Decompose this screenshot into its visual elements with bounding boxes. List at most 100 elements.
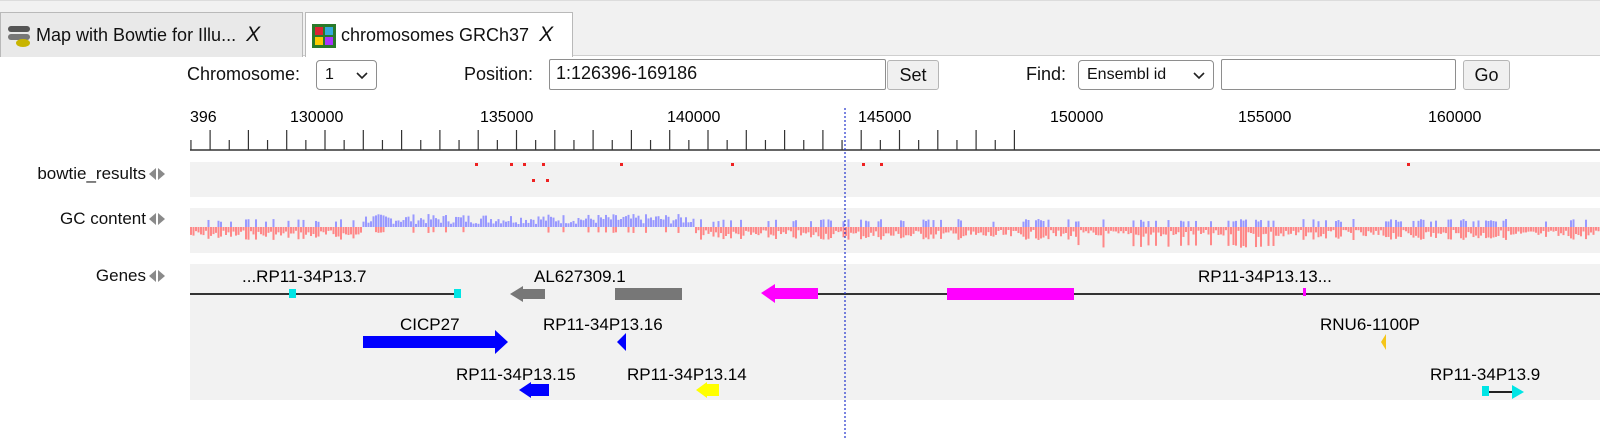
genome-browser-view[interactable]: 396 130000 135000 140000 145000 150000 1…	[190, 100, 1600, 440]
track-label-bowtie[interactable]: bowtie_results	[0, 162, 165, 186]
gc-bar	[1340, 221, 1342, 227]
gc-bar	[727, 227, 730, 234]
bowtie-hits	[475, 163, 1410, 182]
gc-bar	[790, 227, 792, 232]
gc-bar	[1260, 220, 1262, 227]
gc-bar	[850, 227, 852, 233]
gene-label[interactable]: RP11-34P13.13...	[1198, 267, 1332, 286]
gc-bar	[1557, 227, 1560, 236]
gc-bar	[1485, 220, 1487, 227]
gene-label[interactable]: ...RP11-34P13.7	[242, 267, 366, 286]
gc-bar	[477, 223, 480, 227]
gc-bar	[432, 227, 435, 233]
position-input[interactable]: 1:126396-169186	[549, 59, 886, 90]
gc-bar	[562, 215, 565, 227]
gc-bar	[785, 227, 787, 234]
gc-bar	[1155, 227, 1157, 246]
ruler-tick-label: 160000	[1428, 109, 1481, 126]
gc-bar	[1035, 220, 1037, 227]
gc-bar	[265, 221, 267, 227]
gene-label[interactable]: CICP27	[400, 315, 460, 334]
gc-bar	[622, 216, 625, 227]
gc-bar	[870, 227, 872, 233]
gc-bar	[1125, 227, 1127, 232]
chromosome-select[interactable]: 1	[316, 60, 377, 90]
move-left-icon[interactable]	[149, 270, 156, 282]
gc-bar	[972, 227, 975, 232]
gene-label[interactable]: RP11-34P13.15	[456, 365, 576, 384]
gc-bar	[1262, 227, 1265, 235]
gc-bar	[350, 227, 352, 235]
gc-bar	[1587, 227, 1590, 236]
track-label-gc[interactable]: GC content	[0, 207, 165, 231]
gene-label[interactable]: AL627309.1	[534, 267, 626, 286]
gc-bar	[1215, 227, 1217, 231]
set-button[interactable]: Set	[887, 60, 939, 90]
gc-bar	[1100, 227, 1102, 236]
gc-bar	[1177, 227, 1180, 233]
gc-bar	[1102, 219, 1105, 227]
track-label-genes[interactable]: Genes	[0, 264, 165, 288]
move-right-icon[interactable]	[158, 213, 165, 225]
gc-bar	[1180, 227, 1182, 246]
gc-bar	[1082, 227, 1085, 233]
gene-arrow	[519, 382, 549, 398]
gc-bar	[932, 227, 935, 239]
gc-bar	[957, 227, 960, 240]
go-button[interactable]: Go	[1463, 60, 1510, 90]
gc-bar	[792, 227, 795, 238]
gc-bar	[542, 216, 545, 227]
gc-bar	[262, 227, 265, 236]
gene-label[interactable]: RP11-34P13.14	[627, 365, 747, 384]
gc-bar	[1337, 220, 1340, 227]
gc-bar	[407, 216, 410, 227]
gc-bar	[552, 217, 555, 227]
gc-bar	[315, 227, 317, 238]
close-icon[interactable]: X	[246, 23, 261, 46]
gc-bar	[1447, 227, 1450, 240]
gc-bar	[352, 227, 355, 239]
gc-bar	[677, 227, 680, 233]
gene-label[interactable]: RP11-34P13.9	[1430, 365, 1540, 384]
gc-bar	[1487, 220, 1490, 227]
tab-chromosomes[interactable]: chromosomes GRCh37 X	[305, 12, 573, 57]
gc-bar	[1002, 227, 1005, 235]
gc-bar	[980, 227, 982, 233]
gene-label[interactable]: RP11-34P13.16	[543, 315, 663, 334]
move-right-icon[interactable]	[158, 270, 165, 282]
gc-bar	[1097, 227, 1100, 236]
gc-bar	[540, 219, 542, 227]
gc-bar	[845, 227, 847, 236]
gc-bar	[197, 227, 200, 233]
gc-bar	[1572, 227, 1575, 240]
move-left-icon[interactable]	[149, 168, 156, 180]
gc-bar	[1400, 221, 1402, 227]
gc-bar	[1527, 227, 1530, 232]
gc-bar	[735, 227, 737, 234]
gc-bar	[867, 227, 870, 238]
gene-label[interactable]: RNU6-1100P	[1320, 315, 1420, 334]
gc-bar	[997, 227, 1000, 231]
gc-bar	[355, 227, 357, 235]
gc-bar	[532, 219, 535, 227]
gc-bar	[652, 220, 655, 227]
move-right-icon[interactable]	[158, 168, 165, 180]
gc-bar	[237, 227, 240, 235]
find-type-select[interactable]: Ensembl id	[1078, 60, 1214, 90]
close-icon[interactable]: X	[539, 23, 554, 46]
gc-bar	[1462, 219, 1465, 227]
gc-bar	[1347, 227, 1350, 232]
gc-bar	[1450, 227, 1452, 240]
move-left-icon[interactable]	[149, 213, 156, 225]
gene-arrow	[696, 382, 719, 398]
tab-bowtie[interactable]: Map with Bowtie for Illu... X	[0, 12, 303, 57]
bowtie-hit	[1407, 163, 1410, 166]
find-input[interactable]	[1221, 59, 1456, 90]
gc-bar	[945, 227, 947, 233]
gc-bar	[685, 217, 687, 227]
gc-bar	[1067, 227, 1070, 240]
gc-bar	[1430, 227, 1432, 237]
gc-bar	[1182, 221, 1185, 227]
gc-bar	[1335, 227, 1337, 238]
gc-bar	[1517, 227, 1520, 232]
